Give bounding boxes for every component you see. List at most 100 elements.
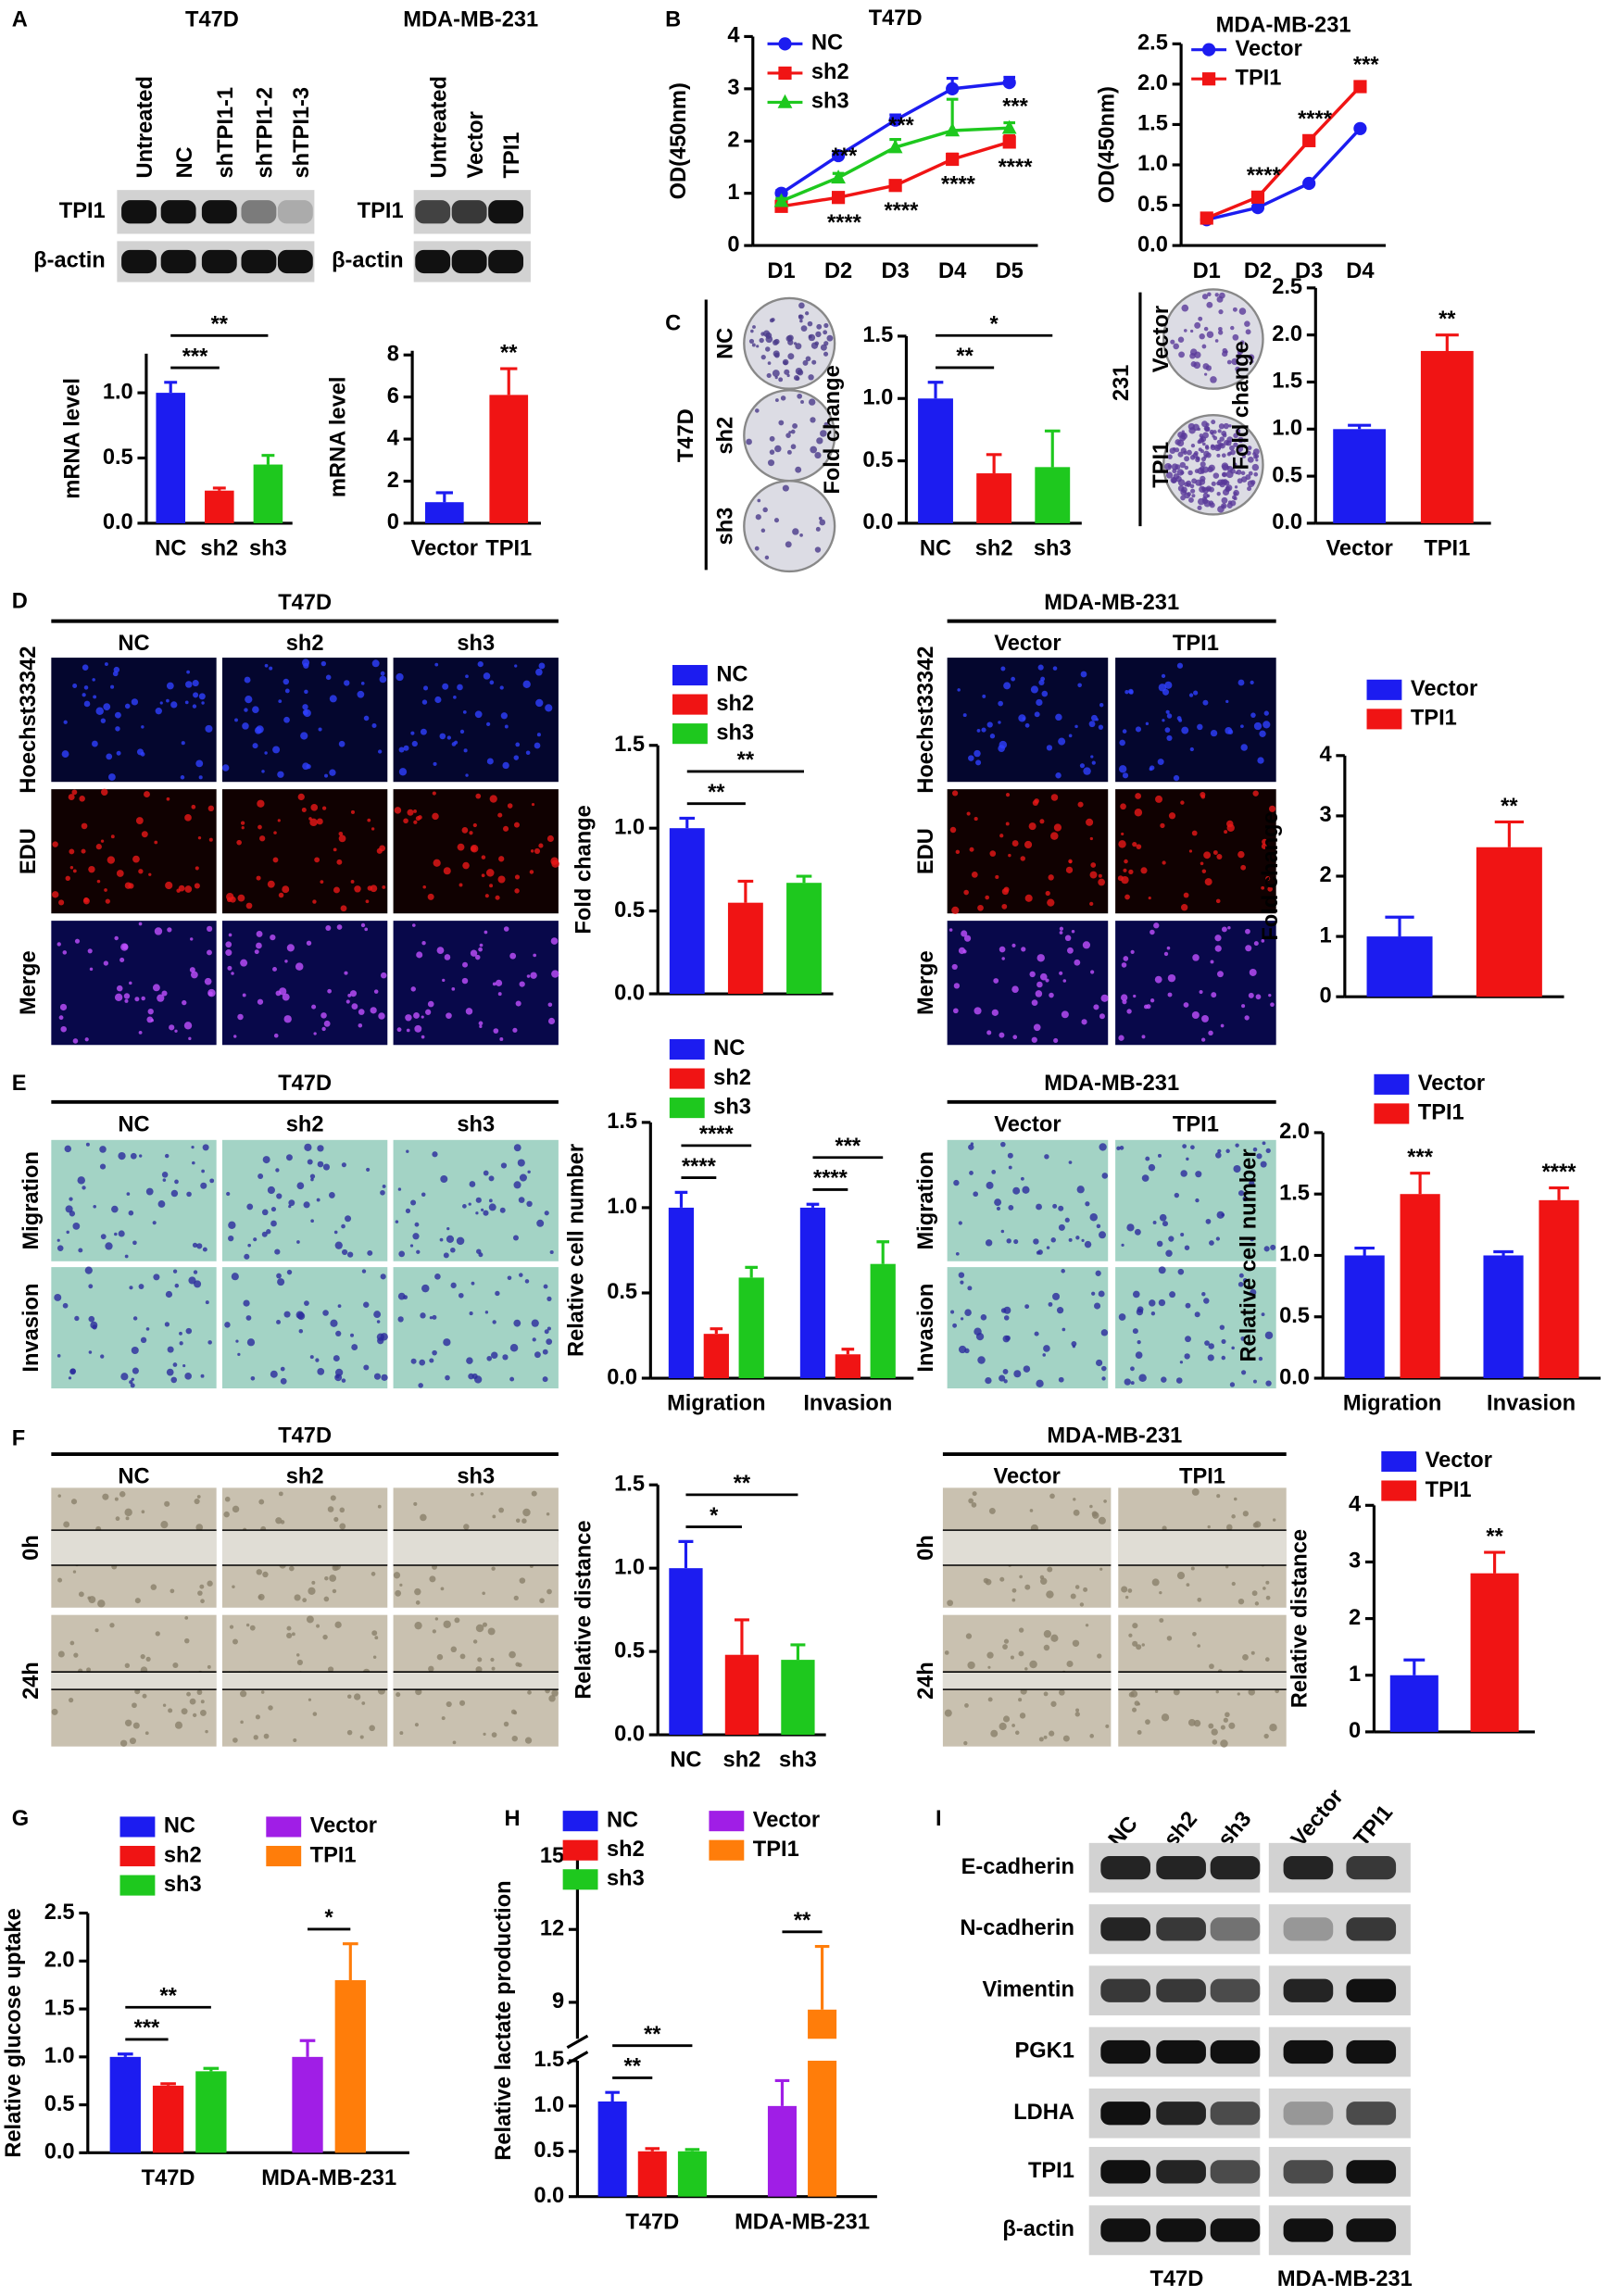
cell-dot	[125, 1516, 130, 1521]
cell-dot	[509, 1376, 515, 1382]
cell-dot	[414, 1622, 422, 1630]
cell-dot	[1118, 840, 1126, 848]
cell-dot	[363, 1301, 370, 1308]
cell-dot	[1043, 1345, 1050, 1352]
grid-title: T47D	[278, 1072, 332, 1096]
cell-dot	[399, 1583, 403, 1587]
cell-dot	[236, 839, 242, 846]
cell-dot	[267, 1186, 275, 1195]
cell-dot	[189, 967, 195, 973]
cell-dot	[488, 1198, 493, 1203]
cell-dot	[253, 1237, 258, 1242]
cell-dot	[462, 710, 467, 714]
cell-dot	[74, 1315, 80, 1322]
cell-dot	[1209, 1663, 1214, 1670]
cell-dot	[427, 893, 434, 900]
cell-dot	[1005, 822, 1010, 826]
cell-dot	[551, 970, 559, 978]
cell-dot	[304, 689, 308, 695]
row-label: sh3	[714, 508, 738, 546]
blot-band	[1100, 1917, 1150, 1941]
column-label: sh2	[286, 632, 324, 656]
cell-dot	[304, 1143, 312, 1151]
cell-dot	[73, 1652, 79, 1658]
cell-dot	[1002, 1644, 1008, 1650]
cell-dot	[462, 861, 470, 870]
colony-dot	[774, 398, 779, 402]
column-label: TPI1	[1173, 1112, 1219, 1136]
cell-dot	[398, 747, 405, 753]
cell-dot	[1116, 1146, 1121, 1150]
cell-dot	[256, 875, 261, 881]
blot-band	[1346, 2160, 1397, 2184]
cell-dot	[1121, 1243, 1124, 1247]
legend-label: sh2	[713, 1066, 751, 1090]
cell-dot	[325, 674, 332, 681]
cell-dot	[58, 899, 65, 906]
cell-dot	[522, 680, 531, 688]
error-bar	[1484, 1550, 1506, 1574]
cell-dot	[170, 1376, 178, 1384]
cell-dot	[1136, 1644, 1142, 1650]
cell-dot	[229, 1625, 234, 1629]
colony-dot	[799, 533, 803, 537]
cell-dot	[953, 1179, 960, 1186]
cell-dot	[465, 674, 469, 679]
cell-dot	[525, 750, 531, 756]
cell-dot	[1123, 868, 1127, 872]
cell-dot	[1191, 1487, 1200, 1496]
cell-dot	[94, 1628, 99, 1633]
colony-dot	[1234, 485, 1238, 489]
cell-dot	[1089, 871, 1098, 879]
cell-dot	[333, 847, 337, 852]
y-tick-label: 1.5	[607, 1110, 637, 1134]
cell-dot	[1261, 939, 1265, 943]
cell-dot	[101, 788, 108, 797]
x-tick-label: Migration	[667, 1392, 765, 1416]
cell-dot	[1212, 850, 1218, 855]
cell-dot	[406, 1149, 409, 1153]
cell-dot	[1099, 1567, 1103, 1571]
colony-dot	[1232, 333, 1239, 341]
row-label: E-cadherin	[961, 1855, 1074, 1879]
legend-label: Vector	[310, 1814, 377, 1838]
cell-dot	[944, 1650, 949, 1655]
colony-dot	[757, 498, 761, 503]
lane-label: Vector	[464, 111, 488, 178]
cell-dot	[1048, 874, 1054, 881]
cell-dot	[473, 1375, 483, 1384]
cell-dot	[100, 718, 107, 723]
cell-dot	[358, 1009, 365, 1015]
cell-dot	[277, 1278, 285, 1286]
cell-dot	[405, 1208, 411, 1214]
row-label: Invasion	[914, 1284, 938, 1373]
cell-dot	[1132, 842, 1137, 847]
colony-dot	[1176, 469, 1185, 476]
cell-dot	[1055, 772, 1062, 779]
cell-dot	[1167, 973, 1176, 983]
cell-dot	[322, 1634, 328, 1640]
cell-dot	[155, 1631, 160, 1637]
cell-dot	[232, 1638, 238, 1645]
colony-dot	[746, 438, 752, 445]
cell-dot	[995, 874, 999, 879]
cell-dot	[1069, 860, 1073, 864]
colony-dot	[1201, 344, 1207, 349]
cell-dot	[1134, 809, 1143, 817]
cell-dot	[170, 701, 178, 709]
colony-dot	[1226, 359, 1232, 365]
y-tick-label: 4	[727, 24, 740, 48]
cell-dot	[329, 695, 337, 703]
colony-dot	[780, 395, 786, 401]
cell-dot	[335, 1330, 342, 1337]
cell-dot	[535, 698, 544, 708]
y-tick-label: 0.5	[607, 1280, 637, 1304]
cell-dot	[325, 925, 332, 932]
cell-dot	[475, 793, 482, 799]
cell-dot	[407, 809, 414, 816]
colony-dot	[1175, 439, 1181, 445]
cell-dot	[1132, 1707, 1137, 1713]
cell-dot	[465, 773, 469, 777]
cell-dot	[1195, 1198, 1200, 1203]
cell-dot	[119, 957, 125, 963]
